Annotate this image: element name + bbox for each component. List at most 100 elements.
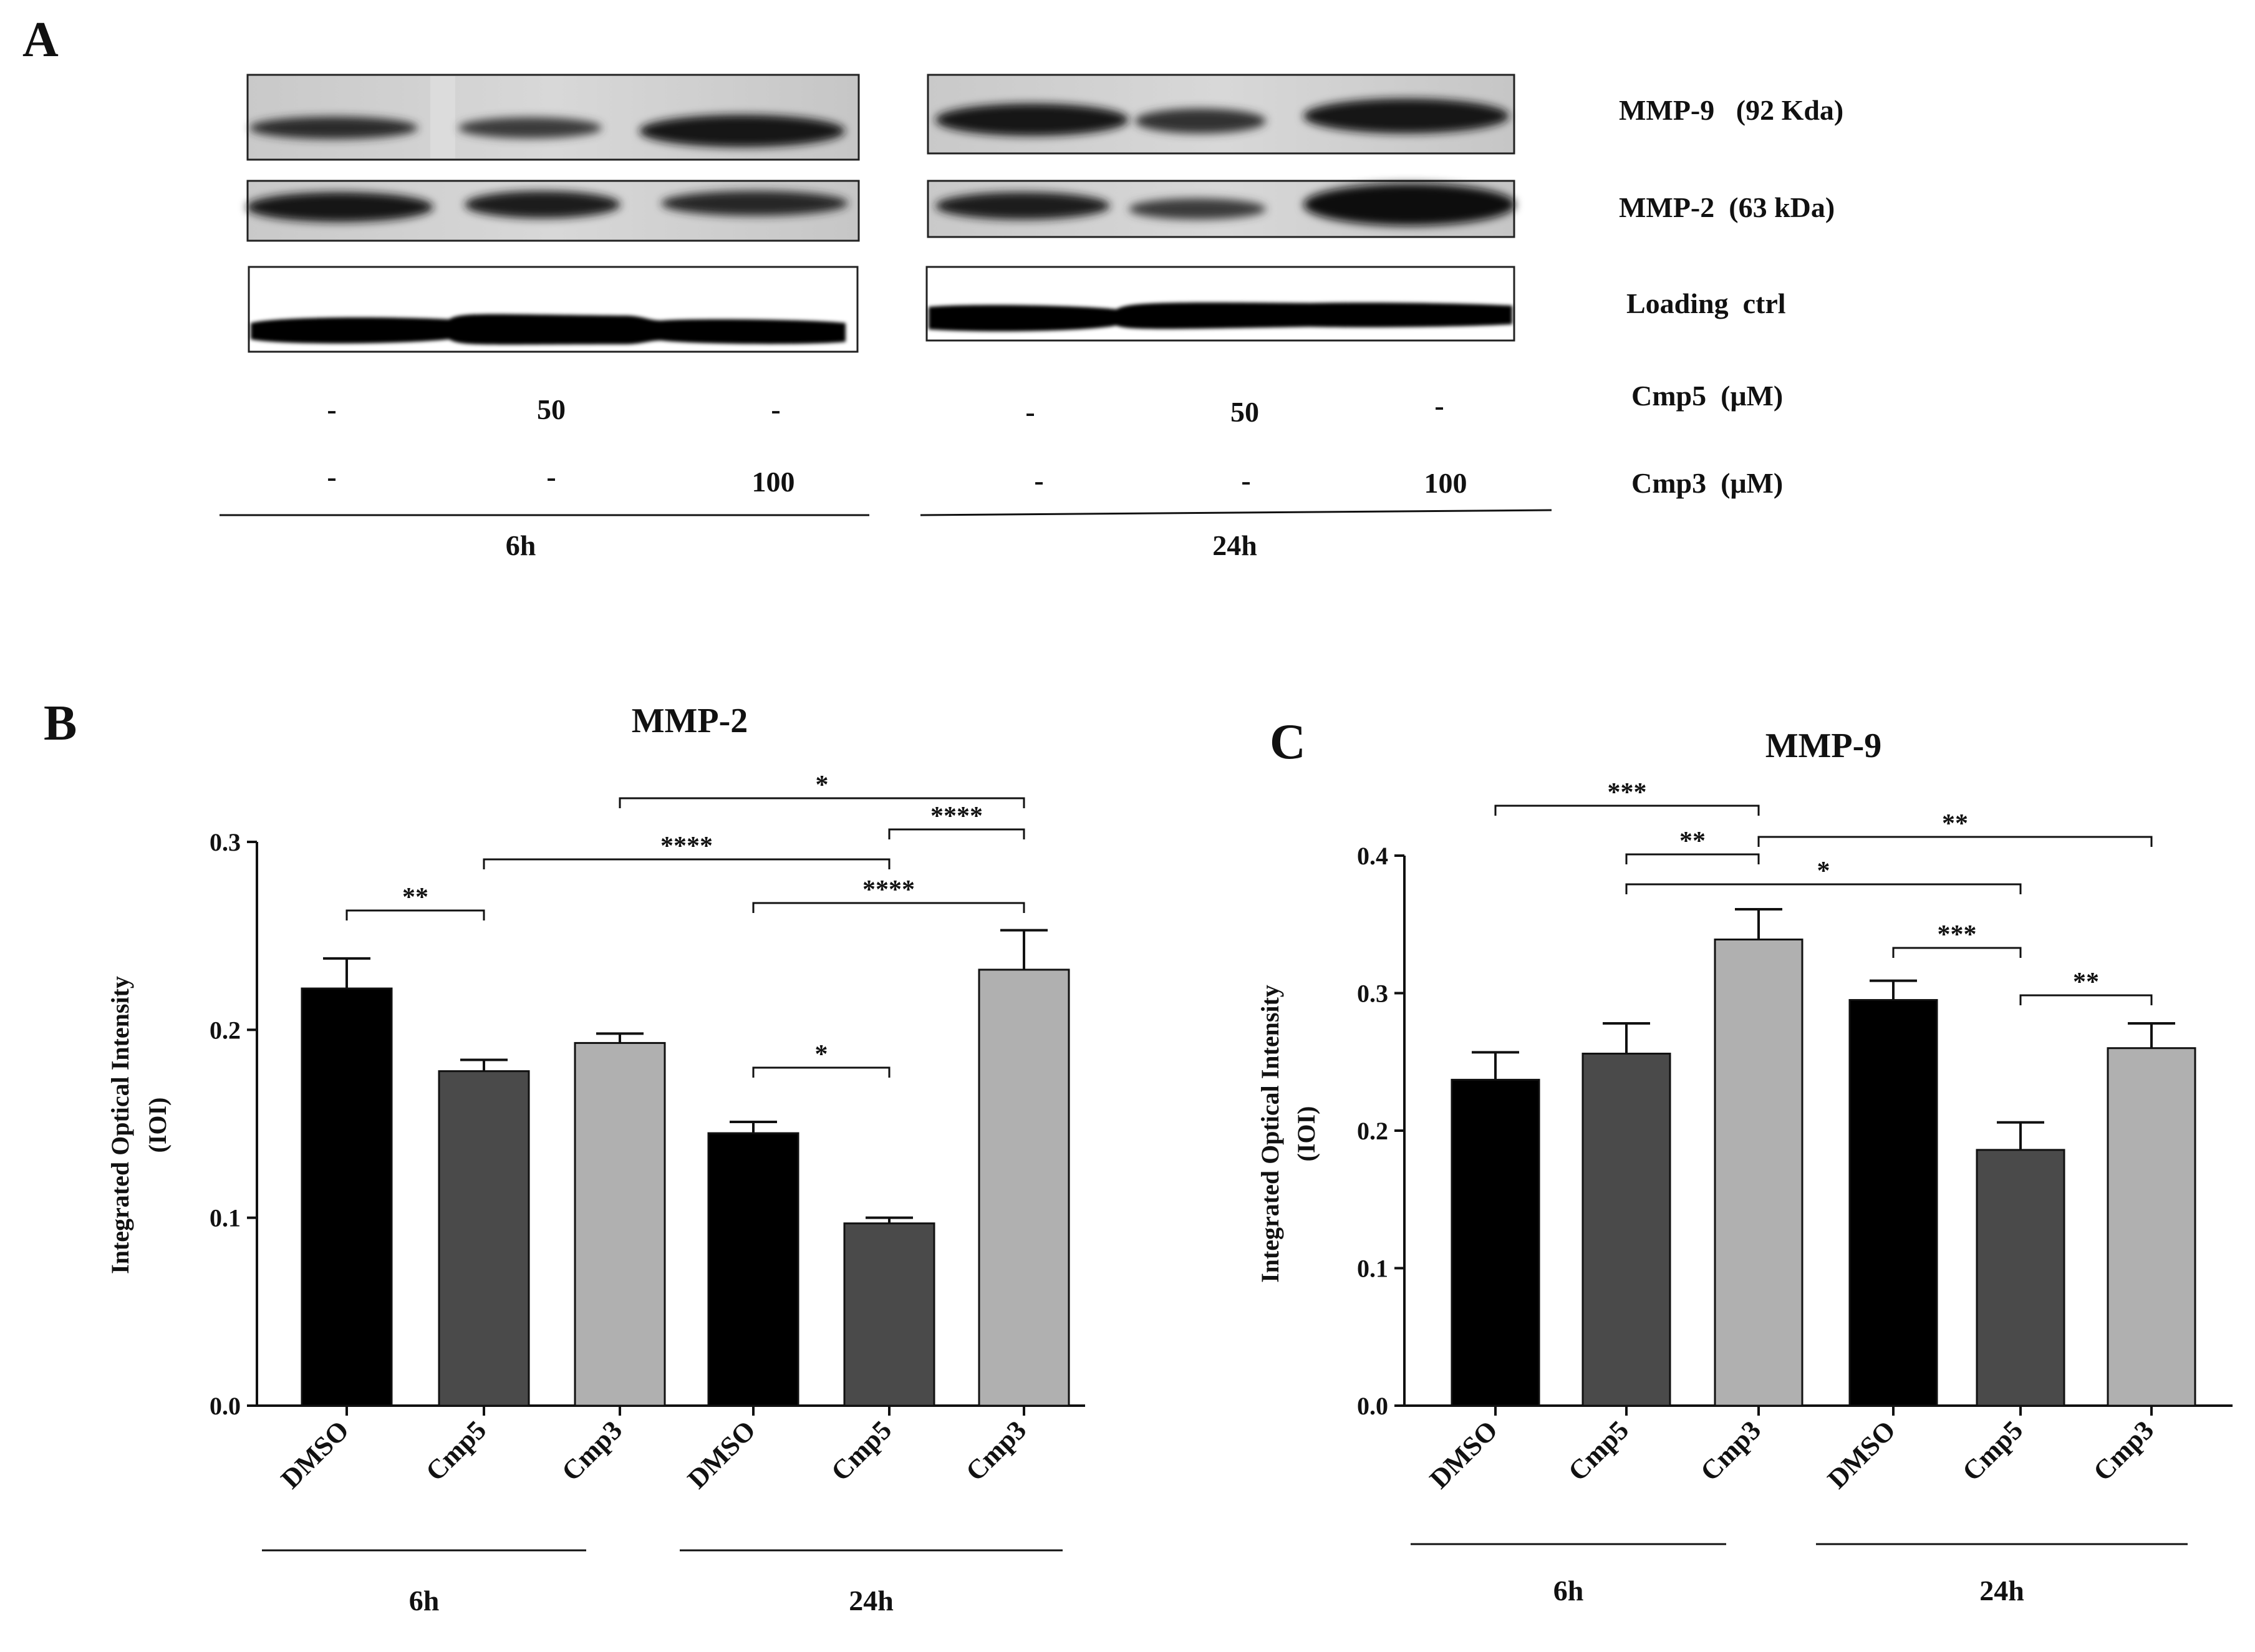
x-category-label: Cmp3 [2087, 1414, 2160, 1487]
treatment-value: - [327, 461, 336, 493]
y-axis-label: (IOI) [143, 1098, 171, 1153]
significance-bracket [1494, 804, 1760, 816]
y-axis-label: Integrated Optical Intensity [106, 976, 134, 1274]
treatment-value: - [1034, 465, 1043, 496]
treatment-value: 50 [537, 394, 566, 425]
group-label-24h: 24h [1212, 529, 1257, 561]
chart-title: MMP-9 [1765, 727, 1882, 765]
bar [1451, 1078, 1540, 1407]
significance-bracket [345, 909, 485, 920]
bar [301, 987, 393, 1407]
blot-mmp9-24h [927, 74, 1515, 155]
x-category-label: DMSO [275, 1414, 355, 1494]
bar [1976, 1149, 2065, 1407]
y-tick-label: 0.0 [1357, 1392, 1388, 1420]
bar [574, 1041, 666, 1407]
y-tick-label: 0.4 [1357, 842, 1388, 870]
y-tick-label: 0.1 [1357, 1255, 1388, 1283]
x-category-label: Cmp3 [960, 1414, 1032, 1487]
treatment-row-cmp3: - - 100 - - 100 Cmp3 (μM) [327, 461, 1783, 499]
significance-label: * [816, 771, 829, 799]
y-tick-label: 0.3 [1357, 980, 1388, 1008]
x-category-label: DMSO [682, 1414, 761, 1494]
bar [978, 968, 1070, 1407]
treatment-value: - [546, 461, 556, 493]
group-label: 24h [1979, 1575, 2024, 1606]
y-tick-label: 0.0 [210, 1392, 241, 1420]
chart-title: MMP-2 [632, 702, 748, 740]
treatment-value: - [1434, 390, 1444, 422]
significance-label: *** [1608, 778, 1647, 807]
treatment-value: - [1025, 396, 1035, 428]
blot-mmp9-6h [246, 74, 860, 161]
significance-bracket [888, 828, 1025, 839]
group-label: 6h [1553, 1575, 1584, 1606]
treatment-label-cmp3: Cmp3 (μM) [1631, 467, 1783, 499]
x-category-label: Cmp5 [825, 1414, 897, 1487]
group-line-24h [920, 509, 1552, 516]
group-label: 6h [409, 1585, 440, 1616]
treatment-label-cmp5: Cmp5 (μM) [1631, 380, 1783, 412]
y-tick-label: 0.3 [210, 828, 241, 856]
bar [2107, 1047, 2196, 1407]
chart-mmp2: MMP-2 Integrated Optical Intensity (IOI) 0.… [106, 702, 1085, 1616]
x-category-label: Cmp5 [1562, 1414, 1635, 1487]
bar [1714, 939, 1804, 1407]
significance-bracket [619, 797, 1025, 808]
significance-bracket [752, 902, 1025, 913]
blot-mmp2-24h [927, 180, 1515, 238]
band-label-mmp2: MMP-2 (63 kDa) [1619, 191, 1835, 223]
y-axis-label: Integrated Optical Intensity [1256, 985, 1284, 1283]
significance-bracket [483, 858, 891, 869]
significance-bracket [1625, 883, 2022, 894]
significance-label: ** [402, 883, 428, 912]
significance-label: **** [930, 802, 983, 831]
significance-bracket [1757, 836, 2153, 847]
bar [438, 1070, 530, 1407]
group-label: 24h [849, 1585, 894, 1616]
group-label-6h: 6h [506, 529, 536, 561]
bar [1848, 999, 1938, 1407]
bar [843, 1222, 935, 1407]
significance-label: * [1817, 857, 1830, 886]
treatment-value: - [327, 394, 336, 425]
x-category-label: DMSO [1424, 1414, 1504, 1494]
panel-a-letter: A [22, 12, 59, 67]
bar [1581, 1053, 1671, 1407]
treatment-value: 100 [1424, 467, 1467, 499]
significance-label: *** [1938, 920, 1977, 949]
y-tick-label: 0.2 [1357, 1117, 1388, 1145]
significance-label: ** [1942, 809, 1968, 838]
treatment-value: - [1241, 465, 1250, 496]
band-label-mmp9: MMP-9 (92 Kda) [1619, 94, 1843, 126]
blot-loading-6h [248, 266, 859, 353]
treatment-row-cmp5: - 50 - - 50 - Cmp5 (μM) [327, 380, 1783, 428]
panel-c-letter: C [1270, 715, 1306, 770]
chart-mmp9: MMP-9 Integrated Optical Intensity (IOI) 0.… [1256, 727, 2233, 1606]
significance-bracket [2019, 994, 2153, 1005]
y-axis-label: (IOI) [1292, 1106, 1320, 1162]
x-category-label: Cmp3 [556, 1414, 628, 1487]
blot-mmp2-6h [246, 180, 860, 242]
y-tick-label: 0.1 [210, 1204, 241, 1232]
treatment-value: 100 [752, 466, 795, 498]
significance-bracket [1625, 853, 1760, 864]
band-label-loading: Loading ctrl [1626, 287, 1786, 319]
bar [707, 1132, 799, 1407]
y-tick-label: 0.2 [210, 1016, 241, 1044]
significance-label: * [815, 1040, 828, 1069]
significance-label: ** [1679, 827, 1706, 856]
x-category-label: Cmp5 [1956, 1414, 2029, 1487]
panel-b: B MMP-2 Integrated Optical Intensity (IOI)… [44, 696, 1085, 1616]
significance-bracket [1892, 947, 2022, 958]
significance-label: **** [862, 876, 915, 904]
blot-loading-24h [925, 266, 1515, 342]
significance-bracket [752, 1066, 891, 1078]
significance-label: ** [2073, 968, 2099, 997]
x-category-label: Cmp5 [420, 1414, 492, 1487]
treatment-value: 50 [1230, 396, 1259, 428]
panel-c: C MMP-9 Integrated Optical Intensity (IOI)… [1256, 715, 2233, 1606]
panel-a: A [22, 12, 1843, 561]
x-category-label: DMSO [1822, 1414, 1901, 1494]
